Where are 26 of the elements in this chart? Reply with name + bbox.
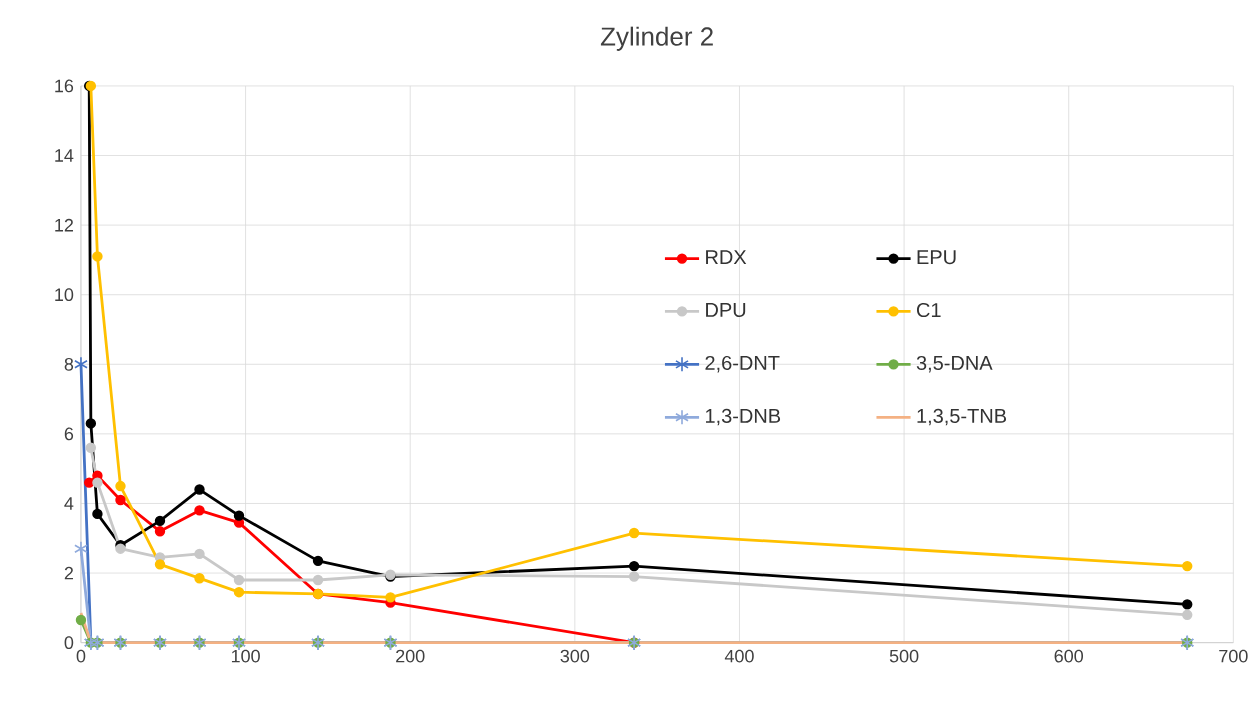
y-tick-label: 2 <box>64 566 73 580</box>
y-tick-label: 0 <box>64 636 74 650</box>
y-tick-label: 12 <box>55 219 73 232</box>
y-tick-label: 10 <box>55 288 74 302</box>
x-tick-label: 100 <box>231 649 260 663</box>
chart-title: Zylinder 2 <box>600 26 713 52</box>
y-tick-label: 16 <box>55 79 74 93</box>
y-tick-label: 14 <box>55 149 74 162</box>
legend-label: EPU <box>917 250 956 265</box>
x-tick-label: 400 <box>724 649 754 663</box>
legend-label: 1,3-DNB <box>706 409 781 426</box>
legend-label: DPU <box>706 303 746 318</box>
legend-label: RDX <box>706 250 747 265</box>
x-tick-label: 500 <box>889 649 919 663</box>
y-tick-label: 6 <box>64 427 74 441</box>
y-tick-label: 4 <box>64 497 74 510</box>
x-tick-label: 300 <box>560 649 590 663</box>
x-tick-label: 700 <box>1219 649 1248 663</box>
y-tick-label: 8 <box>64 358 74 371</box>
x-tick-label: 0 <box>76 649 86 663</box>
x-tick-label: 200 <box>396 649 425 663</box>
legend-label: 2,6-DNT <box>705 356 780 373</box>
legend-label: 3,5-DNA <box>916 356 993 373</box>
legend-label: C1 <box>916 303 941 318</box>
x-tick-label: 600 <box>1054 649 1084 663</box>
legend-label: 1,3,5-TNB <box>917 409 1007 426</box>
